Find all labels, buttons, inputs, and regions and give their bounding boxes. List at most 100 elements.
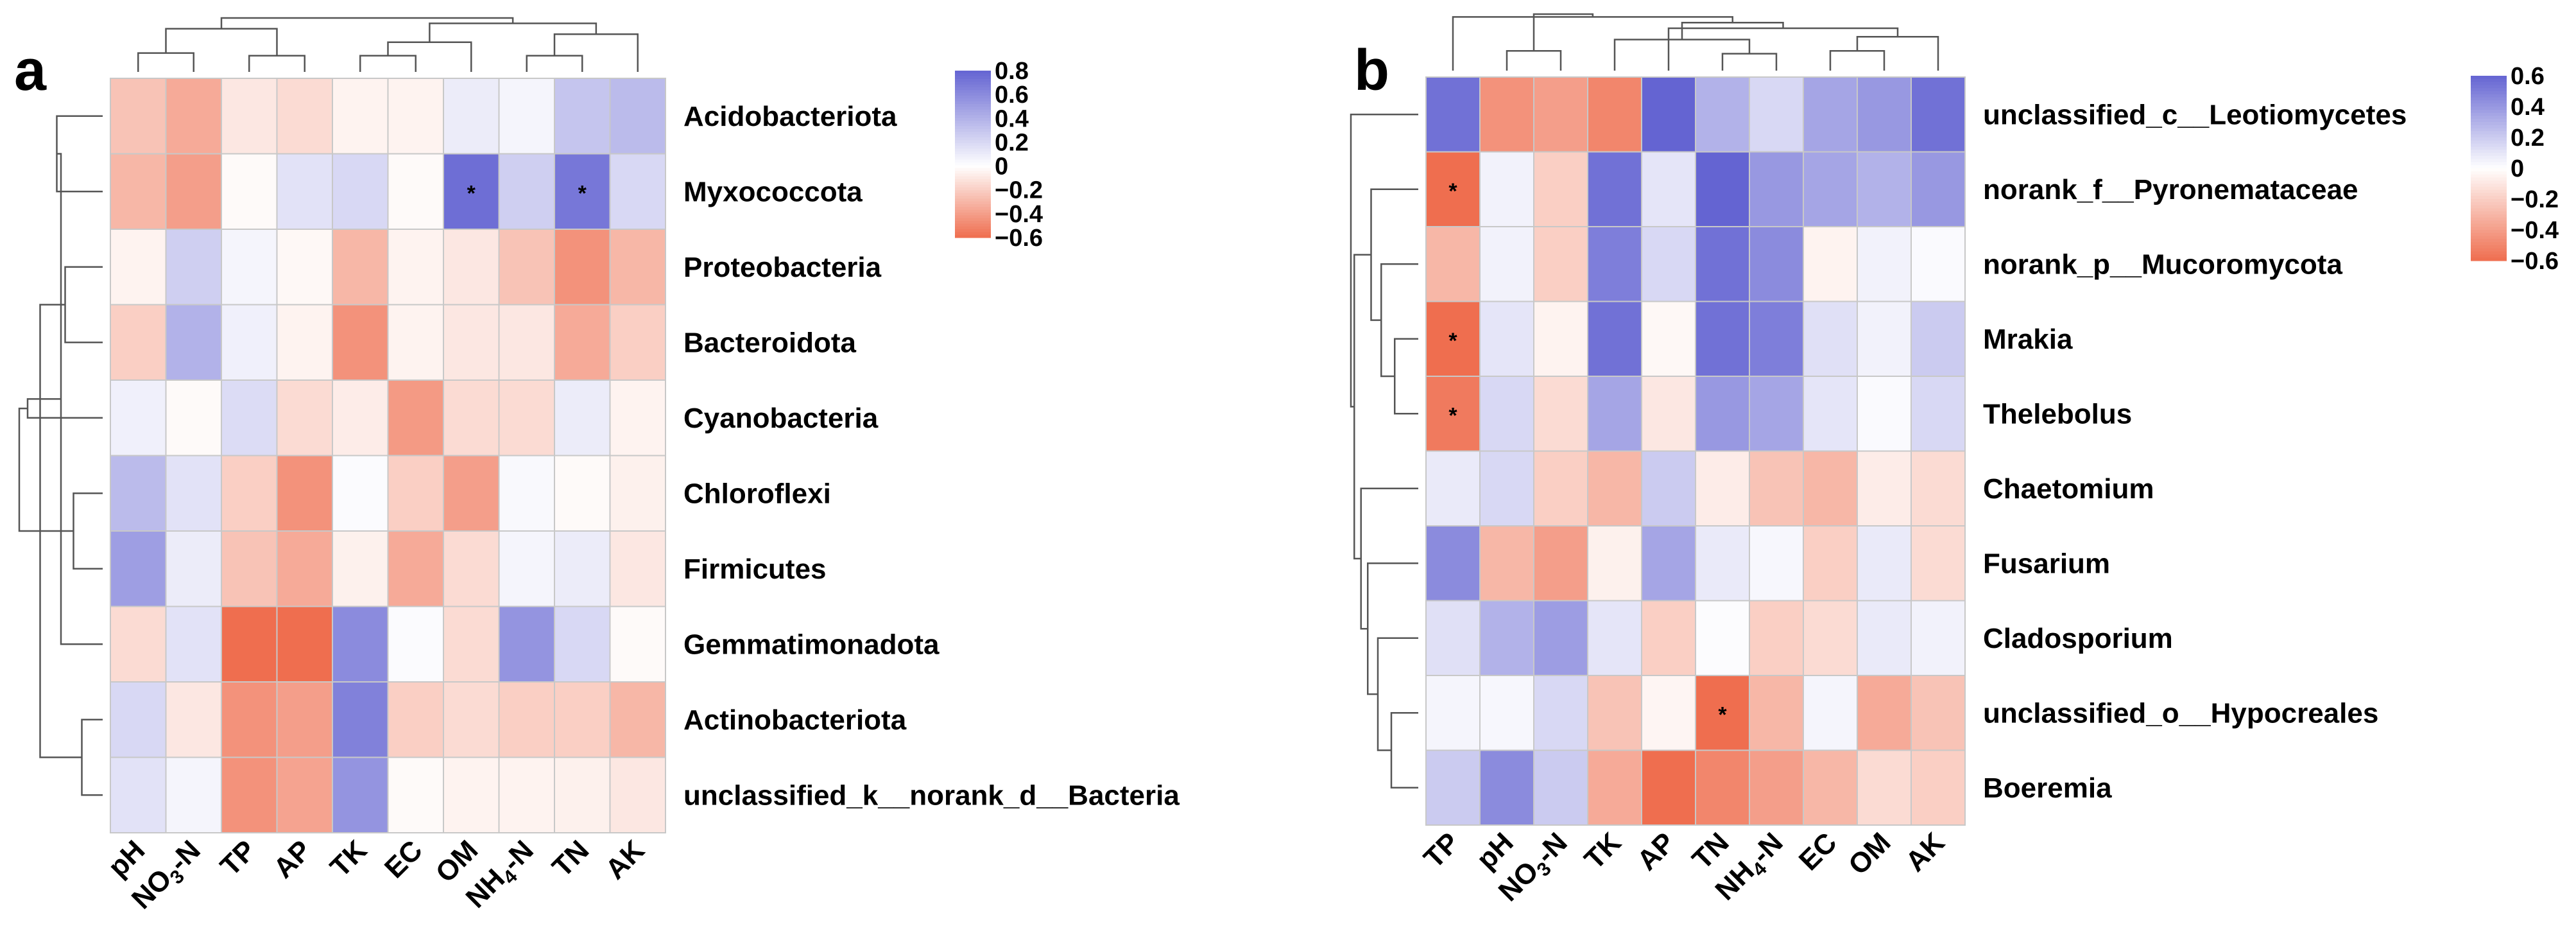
- heatmap-cell: [1479, 675, 1534, 751]
- legend-gradient-band: [2471, 208, 2507, 212]
- legend-gradient-band: [2471, 155, 2507, 160]
- legend-gradient-band: [955, 196, 991, 199]
- heatmap-cell: [1641, 675, 1696, 751]
- legend-gradient-band: [955, 134, 991, 138]
- heatmap-cell: [1587, 300, 1642, 377]
- column-label: AP: [268, 834, 318, 884]
- heatmap-cell: [443, 379, 500, 457]
- heatmap-cell: [1587, 376, 1642, 452]
- heatmap-cell: [1695, 675, 1750, 751]
- column-label: OM: [1842, 826, 1897, 881]
- legend-gradient-band: [955, 123, 991, 127]
- legend-gradient-band: [955, 115, 991, 119]
- heatmap-cell: [276, 153, 333, 230]
- column-dendrogram-branch: [1667, 27, 1899, 71]
- column-label: TK: [1579, 826, 1627, 875]
- heatmap-cell: [110, 78, 167, 155]
- heatmap-cell: [1911, 226, 1966, 302]
- legend-tick-label: 0.4: [2511, 94, 2545, 121]
- heatmap-cell: [165, 756, 222, 833]
- heatmap-cell: [1641, 151, 1696, 227]
- heatmap-cell: [498, 379, 555, 457]
- heatmap-cell: [554, 153, 611, 230]
- heatmap-cell: [1803, 300, 1858, 377]
- legend-gradient-band: [955, 201, 991, 205]
- row-label: Cladosporium: [1983, 623, 2173, 654]
- heatmap-cell: [1533, 675, 1588, 751]
- legend-tick-label: −0.6: [2511, 248, 2559, 275]
- legend-gradient-band: [2471, 140, 2507, 144]
- legend-gradient-band: [2471, 202, 2507, 206]
- legend-gradient-band: [2471, 82, 2507, 85]
- heatmap-cell: [165, 681, 222, 758]
- legend-gradient-band: [2471, 103, 2507, 107]
- column-dendrogram-branch: [1506, 49, 1562, 71]
- heatmap-cell: [110, 304, 167, 381]
- row-dendrogram-branch: [1353, 254, 1371, 560]
- heatmap-cell: [1533, 76, 1588, 153]
- heatmap-cell: [332, 304, 389, 381]
- legend-gradient-band: [955, 171, 991, 174]
- heatmap-cell: [1641, 749, 1696, 826]
- heatmap-cell: [276, 681, 333, 758]
- heatmap-cell: [609, 530, 666, 607]
- legend-gradient-band: [2471, 131, 2507, 135]
- row-dendrogram-branch: [26, 398, 103, 419]
- legend-gradient-band: [955, 118, 991, 121]
- legend-gradient-band: [2471, 122, 2507, 126]
- heatmap-cell: [387, 153, 444, 230]
- significance-marker: *: [578, 181, 587, 205]
- column-dendrogram-branch: [387, 41, 472, 72]
- legend-gradient-band: [2471, 257, 2507, 261]
- legend-gradient-band: [2471, 251, 2507, 255]
- heatmap-cell: [609, 78, 666, 155]
- legend-gradient-band: [2471, 174, 2507, 178]
- legend-gradient-band: [2471, 227, 2507, 231]
- legend-gradient-band: [955, 101, 991, 105]
- legend-gradient-band: [2471, 97, 2507, 101]
- heatmap-cell: [1749, 76, 1804, 153]
- heatmap-cell: [1749, 300, 1804, 377]
- heatmap-cell: [1695, 600, 1750, 676]
- heatmap-cell: [1911, 376, 1966, 452]
- heatmap-cell: [1911, 525, 1966, 602]
- heatmap-cell: [165, 605, 222, 683]
- legend-gradient-band: [2471, 162, 2507, 166]
- heatmap-cell: [443, 153, 500, 230]
- heatmap-cell: [1533, 525, 1588, 602]
- heatmap-cell: [276, 756, 333, 833]
- heatmap-cell: [443, 304, 500, 381]
- column-label: TK: [324, 834, 373, 883]
- heatmap-cell: [332, 229, 389, 306]
- heatmap-cell: [1695, 151, 1750, 227]
- legend-gradient-band: [955, 190, 991, 194]
- heatmap-cell: [110, 681, 167, 758]
- heatmap-cell: [1695, 450, 1750, 527]
- row-label: Mrakia: [1983, 324, 2073, 355]
- heatmap-cell: [1803, 226, 1858, 302]
- heatmap-cell: [387, 530, 444, 607]
- heatmap-cell: [1803, 450, 1858, 527]
- legend-tick-label: 0.8: [995, 58, 1029, 85]
- heatmap-cell: [1425, 600, 1481, 676]
- legend-gradient-band: [955, 215, 991, 219]
- legend-gradient-band: [2471, 180, 2507, 184]
- heatmap-cell: [498, 153, 555, 230]
- row-label: Myxococcota: [683, 176, 863, 207]
- heatmap-cell: [332, 756, 389, 833]
- legend-gradient-band: [955, 84, 991, 88]
- legend-gradient-band: [955, 168, 991, 171]
- heatmap-cell: [609, 681, 666, 758]
- legend-gradient-band: [2471, 128, 2507, 132]
- heatmap-cell: [1587, 600, 1642, 676]
- row-label: Cyanobacteria: [683, 403, 879, 434]
- column-dendrogram-branch: [1721, 53, 1778, 71]
- legend-gradient-band: [2471, 159, 2507, 162]
- legend-gradient-band: [955, 187, 991, 191]
- legend-gradient-band: [955, 151, 991, 155]
- heatmap-cell: [221, 681, 278, 758]
- legend-gradient-band: [2471, 134, 2507, 138]
- legend-gradient-band: [955, 148, 991, 152]
- heatmap-cell: [1911, 600, 1966, 676]
